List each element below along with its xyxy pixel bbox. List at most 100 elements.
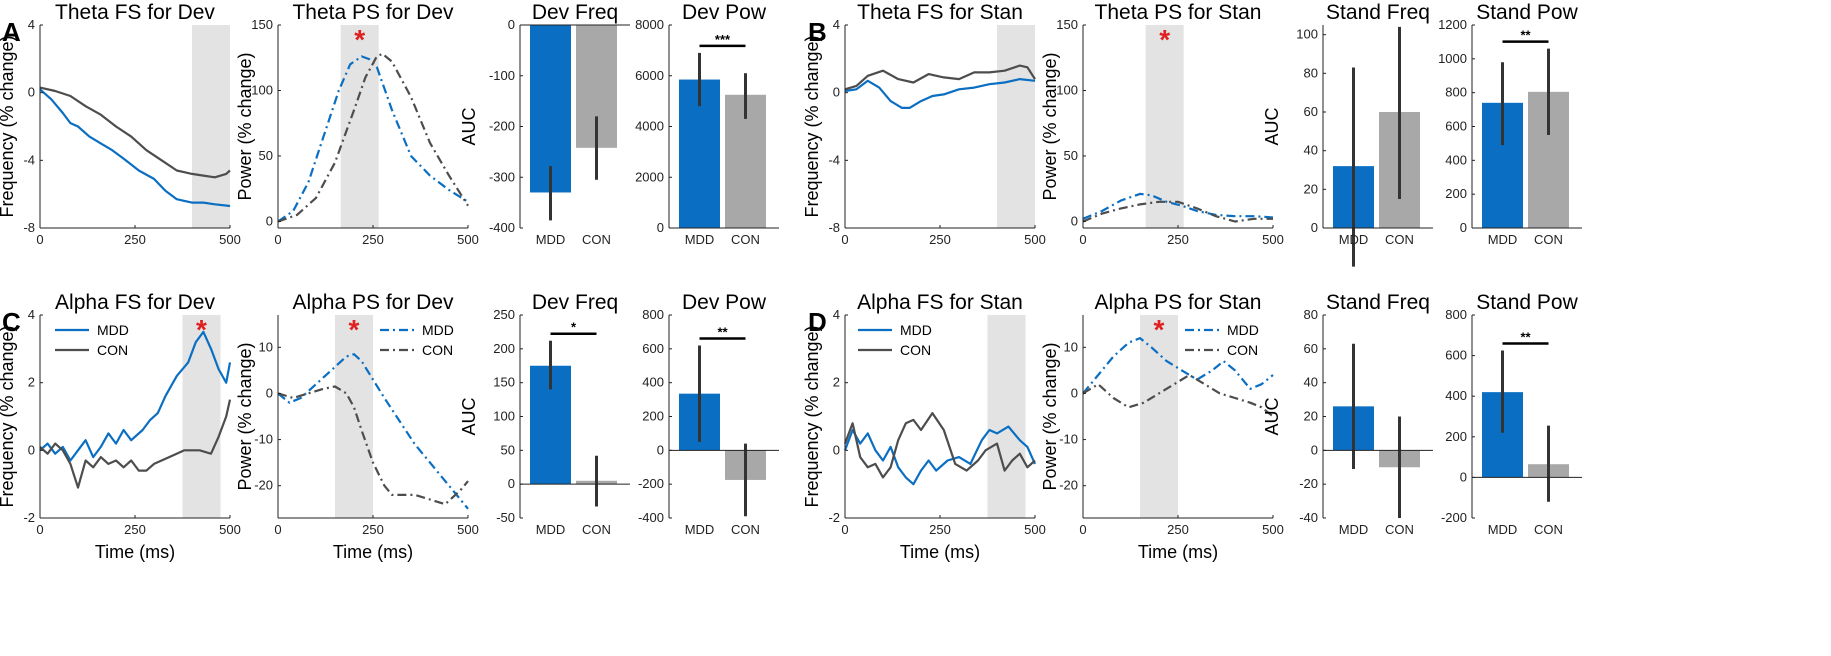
chart-title-a3: Dev Freq — [532, 1, 618, 24]
shaded-window-d1 — [987, 315, 1026, 518]
chart-title-a2: Theta PS for Dev — [292, 1, 454, 24]
x-tick-label-c2: 500 — [457, 522, 479, 537]
x-tick-label-c2: 250 — [362, 522, 384, 537]
y-tick-label-c1: 2 — [28, 375, 35, 390]
y-tick-label-d1: 2 — [833, 375, 840, 390]
y-tick-label-d3: 20 — [1304, 409, 1318, 424]
y-tick-label-b1: -8 — [828, 220, 840, 235]
legend-label-con-d2: CON — [1227, 342, 1258, 358]
series-line-con-b1 — [844, 64, 1036, 91]
y-tick-label-a3: -400 — [489, 220, 515, 235]
y-tick-label-b2: 150 — [1056, 17, 1078, 32]
chart-d2: * — [1082, 314, 1274, 519]
x-tick-label-a1: 500 — [219, 232, 241, 247]
series-line-mdd-c2 — [277, 353, 469, 510]
legend-label-mdd-d2: MDD — [1227, 322, 1259, 338]
shaded-window-b1 — [997, 25, 1035, 228]
x-tick-label-c1: 0 — [36, 522, 43, 537]
chart-d3 — [1322, 314, 1433, 519]
y-tick-label-c1: 4 — [28, 307, 35, 322]
y-tick-label-c3: 150 — [493, 375, 515, 390]
y-tick-label-b3: 80 — [1304, 65, 1318, 80]
chart-a4 — [668, 24, 779, 229]
y-tick-label-d4: -200 — [1441, 510, 1467, 525]
shaded-window-c1 — [182, 315, 221, 518]
x-tick-label-a2: 500 — [457, 232, 479, 247]
y-tick-label-d4: 400 — [1445, 388, 1467, 403]
y-tick-label-a3: -100 — [489, 68, 515, 83]
chart-title-c4: Dev Pow — [682, 291, 767, 314]
chart-title-b3: Stand Freq — [1326, 1, 1430, 24]
panel-label-A: A — [2, 17, 21, 47]
chart-c3 — [519, 314, 630, 519]
y-tick-label-c4: 0 — [657, 442, 664, 457]
panel-label-B: B — [808, 17, 827, 47]
significance-star-a2: * — [354, 24, 365, 55]
x-category-label-con-c4: CON — [731, 522, 760, 537]
y-axis-label-c1: Frequency (% change) — [0, 325, 17, 507]
y-tick-label-c3: 200 — [493, 341, 515, 356]
x-tick-label-a1: 0 — [36, 232, 43, 247]
chart-title-c3: Dev Freq — [532, 291, 618, 314]
chart-title-d1: Alpha FS for Stan — [857, 291, 1023, 314]
x-category-label-con-b4: CON — [1534, 232, 1563, 247]
x-tick-label-a2: 0 — [274, 232, 281, 247]
y-tick-label-a1: -8 — [23, 220, 35, 235]
y-tick-label-d1: 4 — [833, 307, 840, 322]
shaded-window-a1 — [192, 25, 230, 228]
x-category-label-mdd-d3: MDD — [1339, 522, 1369, 537]
y-tick-label-b4: 0 — [1460, 220, 1467, 235]
y-tick-label-c2: 0 — [266, 385, 273, 400]
legend-label-con-c2: CON — [422, 342, 453, 358]
x-category-label-mdd-b4: MDD — [1488, 232, 1518, 247]
series-line-con-a1 — [39, 86, 231, 179]
chart-title-c2: Alpha PS for Dev — [292, 291, 454, 314]
x-tick-label-c2: 0 — [274, 522, 281, 537]
significance-star-b2: * — [1159, 24, 1170, 55]
y-tick-label-d3: -20 — [1299, 476, 1318, 491]
x-category-label-con-a4: CON — [731, 232, 760, 247]
chart-title-b1: Theta FS for Stan — [857, 1, 1023, 24]
shaded-window-b2 — [1145, 25, 1184, 228]
x-axis-label-d2: Time (ms) — [1138, 542, 1218, 562]
y-tick-label-b3: 100 — [1296, 27, 1318, 42]
series-line-con-d1 — [843, 412, 1036, 479]
y-tick-label-b1: 0 — [833, 85, 840, 100]
y-tick-label-d1: 0 — [833, 442, 840, 457]
x-category-label-mdd-d4: MDD — [1488, 522, 1518, 537]
y-tick-label-a1: -4 — [23, 152, 35, 167]
y-tick-label-b4: 200 — [1445, 186, 1467, 201]
y-tick-label-c2: 10 — [259, 339, 273, 354]
chart-b2: * — [1082, 24, 1274, 229]
x-tick-label-c1: 500 — [219, 522, 241, 537]
y-tick-label-d2: -20 — [1059, 478, 1078, 493]
series-line-mdd-a1 — [39, 88, 231, 208]
x-tick-label-b1: 0 — [841, 232, 848, 247]
x-tick-label-d2: 500 — [1262, 522, 1284, 537]
x-category-label-con-d4: CON — [1534, 522, 1563, 537]
series-line-con-c1 — [39, 399, 232, 489]
chart-title-d4: Stand Pow — [1476, 291, 1578, 314]
y-tick-label-d3: 80 — [1304, 307, 1318, 322]
series-line-mdd-a2 — [277, 55, 469, 223]
x-tick-label-b2: 500 — [1262, 232, 1284, 247]
x-category-label-mdd-c3: MDD — [536, 522, 566, 537]
legend-label-con-d1: CON — [900, 342, 931, 358]
y-axis-label-b1: Frequency (% change) — [802, 35, 822, 217]
y-tick-label-a2: 50 — [259, 148, 273, 163]
x-tick-label-d1: 500 — [1024, 522, 1046, 537]
x-tick-label-a1: 250 — [124, 232, 146, 247]
y-tick-label-b3: 20 — [1304, 181, 1318, 196]
y-tick-label-c3: 50 — [501, 442, 515, 457]
significance-star-c2: * — [349, 314, 360, 345]
y-tick-label-d1: -2 — [828, 510, 840, 525]
y-tick-label-a2: 100 — [251, 82, 273, 97]
y-axis-label-b2: Power (% change) — [1040, 52, 1060, 200]
y-tick-label-b4: 1200 — [1438, 17, 1467, 32]
y-tick-label-c3: 250 — [493, 307, 515, 322]
y-axis-label-d2: Power (% change) — [1040, 342, 1060, 490]
x-tick-label-b1: 250 — [929, 232, 951, 247]
chart-title-a1: Theta FS for Dev — [55, 1, 215, 24]
chart-title-a4: Dev Pow — [682, 1, 767, 24]
x-tick-label-d2: 250 — [1167, 522, 1189, 537]
